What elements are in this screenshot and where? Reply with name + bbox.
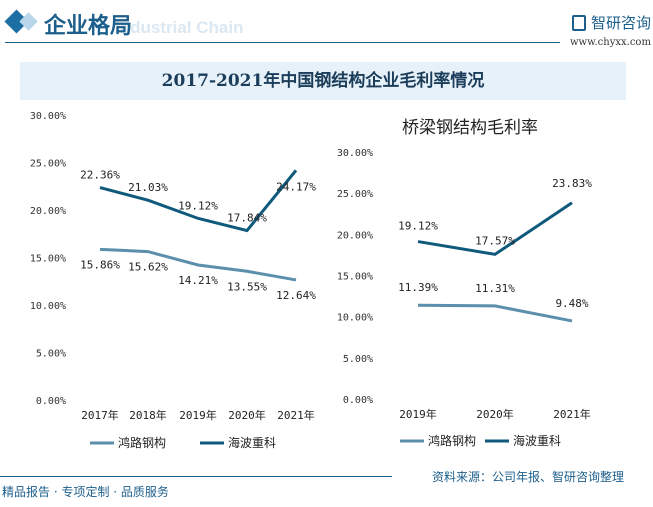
divider [5, 42, 560, 43]
x-tick-label: 2020年 [228, 408, 266, 422]
x-tick-label: 2021年 [277, 408, 315, 422]
y-tick-label: 5.00% [36, 349, 66, 360]
data-label: 9.48% [555, 297, 588, 310]
x-tick-label: 2017年 [81, 408, 119, 422]
data-label: 17.84% [227, 212, 267, 225]
data-label: 11.39% [398, 281, 438, 294]
series-line-鸿路钢构 [417, 303, 573, 323]
right-chart-title: 桥梁钢结构毛利率 [402, 118, 538, 138]
data-label: 12.64% [276, 289, 316, 302]
legend-label: 鸿路钢构 [118, 435, 166, 450]
x-tick-label: 2020年 [476, 407, 514, 421]
y-tick-label: 20.00% [30, 206, 66, 217]
data-label: 14.21% [178, 274, 218, 287]
series-line-海波重科 [417, 201, 573, 256]
y-tick-label: 10.00% [30, 301, 66, 312]
y-tick-label: 10.00% [337, 313, 373, 324]
section-title: 企业格局 [44, 14, 133, 39]
data-label: 19.12% [398, 220, 438, 233]
data-label: 17.57% [475, 234, 515, 247]
x-tick-label: 2018年 [129, 408, 167, 422]
footer-slogan: 精品报告 · 专项定制 · 品质服务 [2, 485, 169, 499]
y-tick-label: 30.00% [30, 111, 66, 122]
y-tick-label: 25.00% [30, 159, 66, 170]
divider [0, 476, 392, 477]
x-tick-label: 2019年 [179, 408, 217, 422]
y-tick-label: 15.00% [337, 272, 373, 283]
logo-name: 智研咨询 [591, 14, 652, 32]
series-line-海波重科 [99, 169, 298, 233]
data-label: 15.62% [128, 261, 168, 274]
y-tick-label: 5.00% [343, 354, 373, 365]
data-label: 13.55% [227, 280, 267, 293]
legend-label: 海波重科 [228, 435, 276, 450]
legend-label: 鸿路钢构 [428, 433, 476, 448]
y-tick-label: 0.00% [343, 395, 373, 406]
y-tick-label: 20.00% [337, 230, 373, 241]
watermark-text: Industrial Chain [115, 18, 244, 37]
data-label: 15.86% [80, 258, 120, 271]
data-label: 19.12% [178, 199, 218, 212]
data-label: 11.31% [475, 282, 515, 295]
y-tick-label: 15.00% [30, 254, 66, 265]
source-note: 资料来源：公司年报、智研咨询整理 [432, 470, 625, 484]
legend-label: 海波重科 [513, 433, 561, 448]
logo-url: www.chyxx.com [570, 37, 651, 48]
x-tick-label: 2019年 [399, 407, 437, 421]
y-tick-label: 0.00% [36, 396, 66, 407]
data-label: 23.83% [552, 177, 592, 190]
data-label: 24.17% [276, 180, 316, 193]
series-line-鸿路钢构 [99, 247, 297, 282]
y-tick-label: 30.00% [337, 148, 373, 159]
logo-icon [572, 15, 586, 31]
x-tick-label: 2021年 [553, 407, 591, 421]
data-label: 21.03% [128, 181, 168, 194]
y-tick-label: 25.00% [337, 189, 373, 200]
data-label: 22.36% [80, 169, 120, 182]
title-band [20, 62, 626, 100]
chart-title: 2017-2021年中国钢结构企业毛利率情况 [161, 71, 485, 91]
